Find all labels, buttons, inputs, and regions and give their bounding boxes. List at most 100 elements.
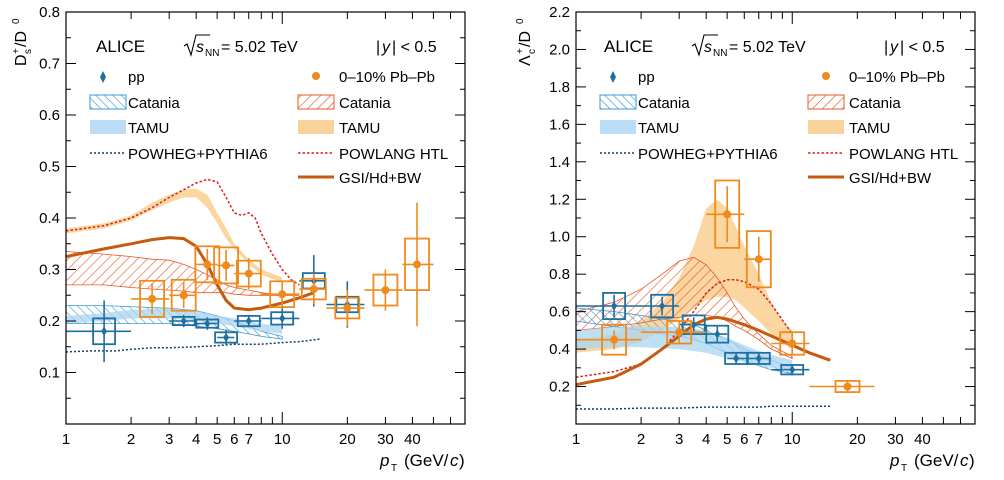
y-tick-label: 0.8 <box>549 266 570 283</box>
legend-pp-marker <box>100 71 106 83</box>
legend-right-label: TAMU <box>339 120 380 137</box>
left-model-lines <box>65 178 321 353</box>
y-tick-label: 0.2 <box>549 379 570 396</box>
pp-data-point <box>223 332 230 342</box>
svg-text:(GeV/: (GeV/ <box>914 451 959 470</box>
svg-text:): ) <box>459 451 465 470</box>
svg-text:+: + <box>515 48 526 54</box>
left-ticks: 0.1 0.2 0.3 0.4 0.5 0.6 0.7 0.8 1 2 3 4 5 6 7 10 20 30 40 <box>39 4 466 448</box>
legend-left-label: POWHEG+PYTHIA6 <box>638 146 778 163</box>
svg-text:|: | <box>376 39 380 56</box>
y-tick-label: 1.4 <box>549 154 570 171</box>
legend-right-label: Catania <box>339 95 391 112</box>
svg-text:s: s <box>196 39 204 56</box>
pp-data-point <box>279 313 286 323</box>
pbpb-data-point <box>413 260 421 269</box>
pp-data-point <box>755 353 762 363</box>
legend-right-label: 0–10% Pb–Pb <box>849 69 945 86</box>
svg-text:s: s <box>704 39 712 56</box>
legend-tamu-pp-swatch <box>90 120 126 134</box>
pbpb-data-point <box>843 382 852 391</box>
x-tick-label: 10 <box>274 431 291 448</box>
right-energy-label: s NN = 5.02 TeV <box>691 34 806 59</box>
y-tick-label: 1.6 <box>549 116 570 133</box>
y-tick-label: 0.3 <box>39 262 60 279</box>
svg-text:NN: NN <box>205 48 219 59</box>
legend-tamu-pb-swatch <box>298 120 334 134</box>
svg-text:= 5.02 TeV: = 5.02 TeV <box>729 39 806 56</box>
pbpb-data-point <box>723 210 732 219</box>
y-tick-label: 2.0 <box>549 41 570 58</box>
line-powlang-htl <box>65 178 300 286</box>
pp-data-point <box>204 319 211 329</box>
x-tick-label: 2 <box>637 431 645 448</box>
y-tick-label: 0.2 <box>39 313 60 330</box>
svg-text:c: c <box>527 49 538 54</box>
left-energy-label: s NN = 5.02 TeV <box>183 34 298 59</box>
pbpb-data-point <box>610 335 619 344</box>
line-powlang-htl <box>575 279 793 378</box>
left-data-points <box>66 202 434 363</box>
pp-data-point <box>611 301 618 311</box>
pp-data-point <box>659 301 666 311</box>
pbpb-data-point <box>675 328 684 337</box>
x-tick-label: 5 <box>213 431 221 448</box>
x-tick-label: 10 <box>784 431 801 448</box>
x-tick-label: 1 <box>62 431 70 448</box>
y-tick-label: 0.8 <box>39 4 60 21</box>
y-tick-label: 1.8 <box>549 79 570 96</box>
right-ticks: 0.2 0.4 0.6 0.8 1.0 1.2 1.4 1.6 1.8 2.0 2.2 1 2 3 4 5 6 7… <box>549 4 976 448</box>
x-tick-label: 30 <box>887 431 904 448</box>
y-tick-label: 0.1 <box>39 365 60 382</box>
x-tick-label: 6 <box>740 431 748 448</box>
svg-text:Λ: Λ <box>517 55 534 66</box>
y-tick-label: 2.2 <box>549 4 570 21</box>
svg-text:0: 0 <box>515 18 526 24</box>
x-tick-label: 4 <box>702 431 710 448</box>
pp-data-point <box>245 316 252 326</box>
svg-text:c: c <box>960 451 969 470</box>
y-tick-label: 0.4 <box>549 341 570 358</box>
legend-pp-marker <box>610 71 616 83</box>
legend-tamu-pp-swatch <box>600 120 636 134</box>
right-legend: pp Catania TAMU POWHEG+PYTHIA6 0–10% Pb–Pb Ca… <box>599 69 958 187</box>
x-tick-label: 2 <box>127 431 135 448</box>
svg-text:T: T <box>901 463 907 474</box>
line-powheg-pythia6 <box>65 338 321 353</box>
legend-left-label: TAMU <box>128 120 169 137</box>
right-model-bands <box>575 199 793 374</box>
x-tick-label: 3 <box>165 431 173 448</box>
pbpb-data-point <box>222 261 231 270</box>
x-tick-label: 30 <box>377 431 394 448</box>
right-y-axis-title: Λ + c /D 0 <box>515 18 538 66</box>
svg-text:y: y <box>381 39 391 56</box>
legend-left-label: Catania <box>638 95 690 112</box>
right-rapidity-label: | y | < 0.5 <box>884 39 945 56</box>
pbpb-data-point <box>343 304 352 313</box>
right-experiment-label: ALICE <box>604 37 653 56</box>
pp-data-point <box>101 326 108 336</box>
left-panel: 0.10.20.30.40.50.60.70.81 2 3 4 5 6 7 10 20 30 40 … <box>11 4 466 474</box>
svg-text:T: T <box>391 463 397 474</box>
legend-catania-pb-swatch <box>297 94 335 110</box>
y-tick-label: 0.4 <box>39 210 60 227</box>
x-tick-label: 20 <box>339 431 356 448</box>
x-tick-label: 1 <box>572 431 580 448</box>
x-tick-label: 7 <box>755 431 763 448</box>
svg-text:|: | <box>884 39 888 56</box>
right-panel: 0.2 0.4 0.6 0.8 1.0 1.2 1.4 1.6 1.8 2.0 2.2 1 2 3 4 5 6 7… <box>515 4 976 474</box>
legend-right-label: TAMU <box>849 120 890 137</box>
right-model-lines <box>575 279 831 410</box>
left-experiment-label: ALICE <box>96 37 145 56</box>
pbpb-data-point <box>754 255 763 264</box>
svg-text:p: p <box>889 451 899 470</box>
svg-text:(GeV/: (GeV/ <box>404 451 449 470</box>
pbpb-data-point <box>309 285 318 294</box>
x-tick-label: 20 <box>849 431 866 448</box>
right-data-points <box>576 179 875 393</box>
legend-left-label: Catania <box>128 95 180 112</box>
y-tick-label: 1.2 <box>549 191 570 208</box>
band-catania-pb-pb <box>65 251 300 296</box>
pbpb-data-point <box>148 294 157 303</box>
